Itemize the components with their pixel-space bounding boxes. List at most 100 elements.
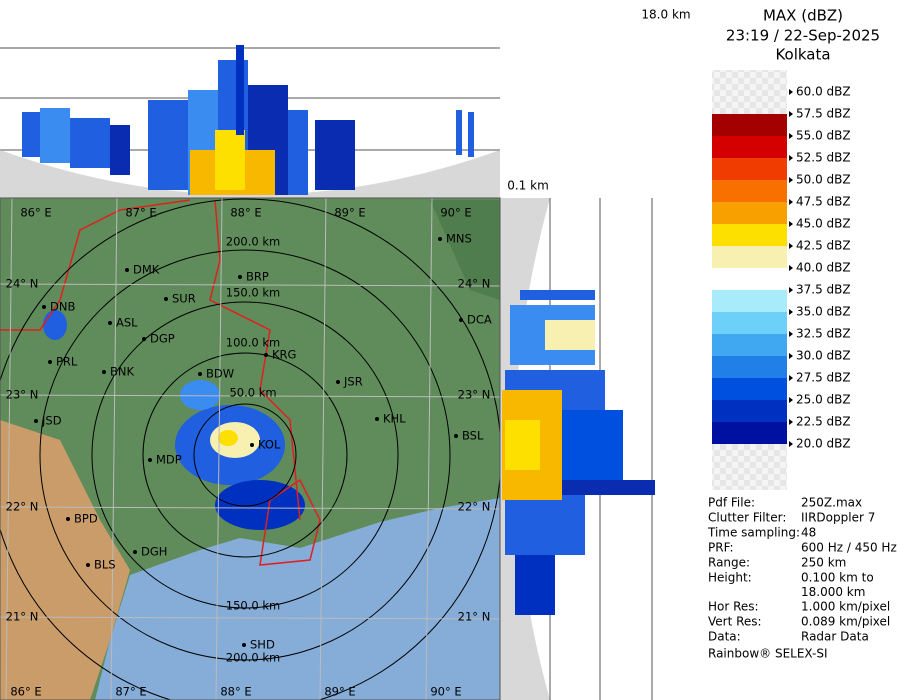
legend-swatch xyxy=(712,290,787,312)
legend-tick xyxy=(789,243,793,249)
legend-tick xyxy=(789,441,793,447)
place-dot xyxy=(86,563,90,567)
place-label: MNS xyxy=(446,232,472,246)
map-frame xyxy=(0,197,501,700)
legend-swatch xyxy=(712,400,787,422)
parallel xyxy=(0,394,500,398)
legend-label: 52.5 dBZ xyxy=(796,151,851,165)
legend-label: 50.0 dBZ xyxy=(796,173,851,187)
lon-label-bottom: 86° E xyxy=(10,685,41,699)
range-ring xyxy=(91,301,399,609)
legend-label: 25.0 dBZ xyxy=(796,393,851,407)
info-label: Time sampling: xyxy=(707,526,800,540)
info-value: 0.100 km to xyxy=(801,571,874,585)
lon-label-top: 88° E xyxy=(230,206,261,220)
lat-label-left: 22° N xyxy=(6,500,39,514)
right-section xyxy=(500,198,700,700)
legend-tick xyxy=(789,221,793,227)
meridian xyxy=(5,198,13,700)
place-dot xyxy=(438,237,442,241)
meridian xyxy=(319,198,327,700)
info-label: Clutter Filter: xyxy=(708,511,786,525)
legend-label: 45.0 dBZ xyxy=(796,217,851,231)
range-ring xyxy=(0,198,500,700)
legend-swatch xyxy=(712,334,787,356)
lon-label-bottom: 87° E xyxy=(115,685,146,699)
parallel xyxy=(0,506,500,510)
info-value: 250Z.max xyxy=(801,496,862,510)
info-value: 48 xyxy=(801,526,816,540)
place-label: BDW xyxy=(206,367,234,381)
place-label: DGP xyxy=(150,332,175,346)
legend-label: 47.5 dBZ xyxy=(796,195,851,209)
place-label: BNK xyxy=(110,365,134,379)
footer: Rainbow® SELEX-SI xyxy=(708,647,828,661)
place-dot xyxy=(238,275,242,279)
legend-swatch xyxy=(712,180,787,202)
lon-label-top: 87° E xyxy=(125,206,156,220)
place-label: JSR xyxy=(343,375,363,389)
info-label: Data: xyxy=(708,630,741,644)
meridian xyxy=(110,198,118,700)
place-dot xyxy=(198,372,202,376)
legend-tick xyxy=(789,397,793,403)
info-label: Pdf File: xyxy=(708,496,755,510)
legend-tick xyxy=(789,419,793,425)
legend-label: 37.5 dBZ xyxy=(796,283,851,297)
legend-label: 60.0 dBZ xyxy=(796,85,851,99)
legend-tick xyxy=(789,133,793,139)
lon-label-top: 86° E xyxy=(20,206,51,220)
site: Kolkata xyxy=(775,46,830,64)
legend-label: 40.0 dBZ xyxy=(796,261,851,275)
place-label: BSL xyxy=(462,429,484,443)
place-dot xyxy=(242,643,246,647)
info-value: 250 km xyxy=(801,556,846,570)
legend-tick xyxy=(789,265,793,271)
meridian xyxy=(425,198,433,700)
legend-label: 20.0 dBZ xyxy=(796,437,851,451)
place-dot xyxy=(66,517,70,521)
place-dot xyxy=(125,268,129,272)
title: MAX (dBZ) xyxy=(763,7,843,25)
top-section xyxy=(0,0,500,198)
legend-swatch xyxy=(712,246,787,268)
place-dot xyxy=(48,360,52,364)
info-value: 1.000 km/pixel xyxy=(801,600,890,614)
legend-swatch xyxy=(712,114,787,136)
place-label: DGH xyxy=(141,545,167,559)
place-dot xyxy=(102,370,106,374)
legend-label: 55.0 dBZ xyxy=(796,129,851,143)
legend-tick xyxy=(789,309,793,315)
legend-label: 42.5 dBZ xyxy=(796,239,851,253)
lat-label-right: 22° N xyxy=(458,500,491,514)
parallel xyxy=(0,283,500,287)
legend-tick xyxy=(789,353,793,359)
lon-label-bottom: 88° E xyxy=(220,685,251,699)
lat-label-left: 23° N xyxy=(6,388,39,402)
lon-label-top: 89° E xyxy=(334,206,365,220)
legend-swatch xyxy=(712,158,787,180)
place-dot xyxy=(459,318,463,322)
range-label: 150.0 km xyxy=(226,286,280,300)
range-ring xyxy=(193,403,297,507)
info-value: Radar Data xyxy=(801,630,869,644)
range-label: 50.0 km xyxy=(229,386,276,400)
range-label: 150.0 km xyxy=(226,599,280,613)
place-dot xyxy=(336,380,340,384)
legend-swatch xyxy=(712,378,787,400)
legend-swatch xyxy=(712,422,787,444)
lat-label-left: 21° N xyxy=(6,610,39,624)
place-label: SHD xyxy=(250,638,275,652)
place-label: JSD xyxy=(41,414,62,428)
bottom-height: 0.1 km xyxy=(507,179,549,193)
lon-label-bottom: 89° E xyxy=(324,685,355,699)
legend-tick xyxy=(789,287,793,293)
place-dot xyxy=(34,419,38,423)
legend-label: 57.5 dBZ xyxy=(796,107,851,121)
place-label: KOL xyxy=(258,438,281,452)
legend-tick xyxy=(789,89,793,95)
place-label: MDP xyxy=(156,453,182,467)
place-dot xyxy=(250,443,254,447)
top-height: 18.0 km xyxy=(641,8,690,22)
